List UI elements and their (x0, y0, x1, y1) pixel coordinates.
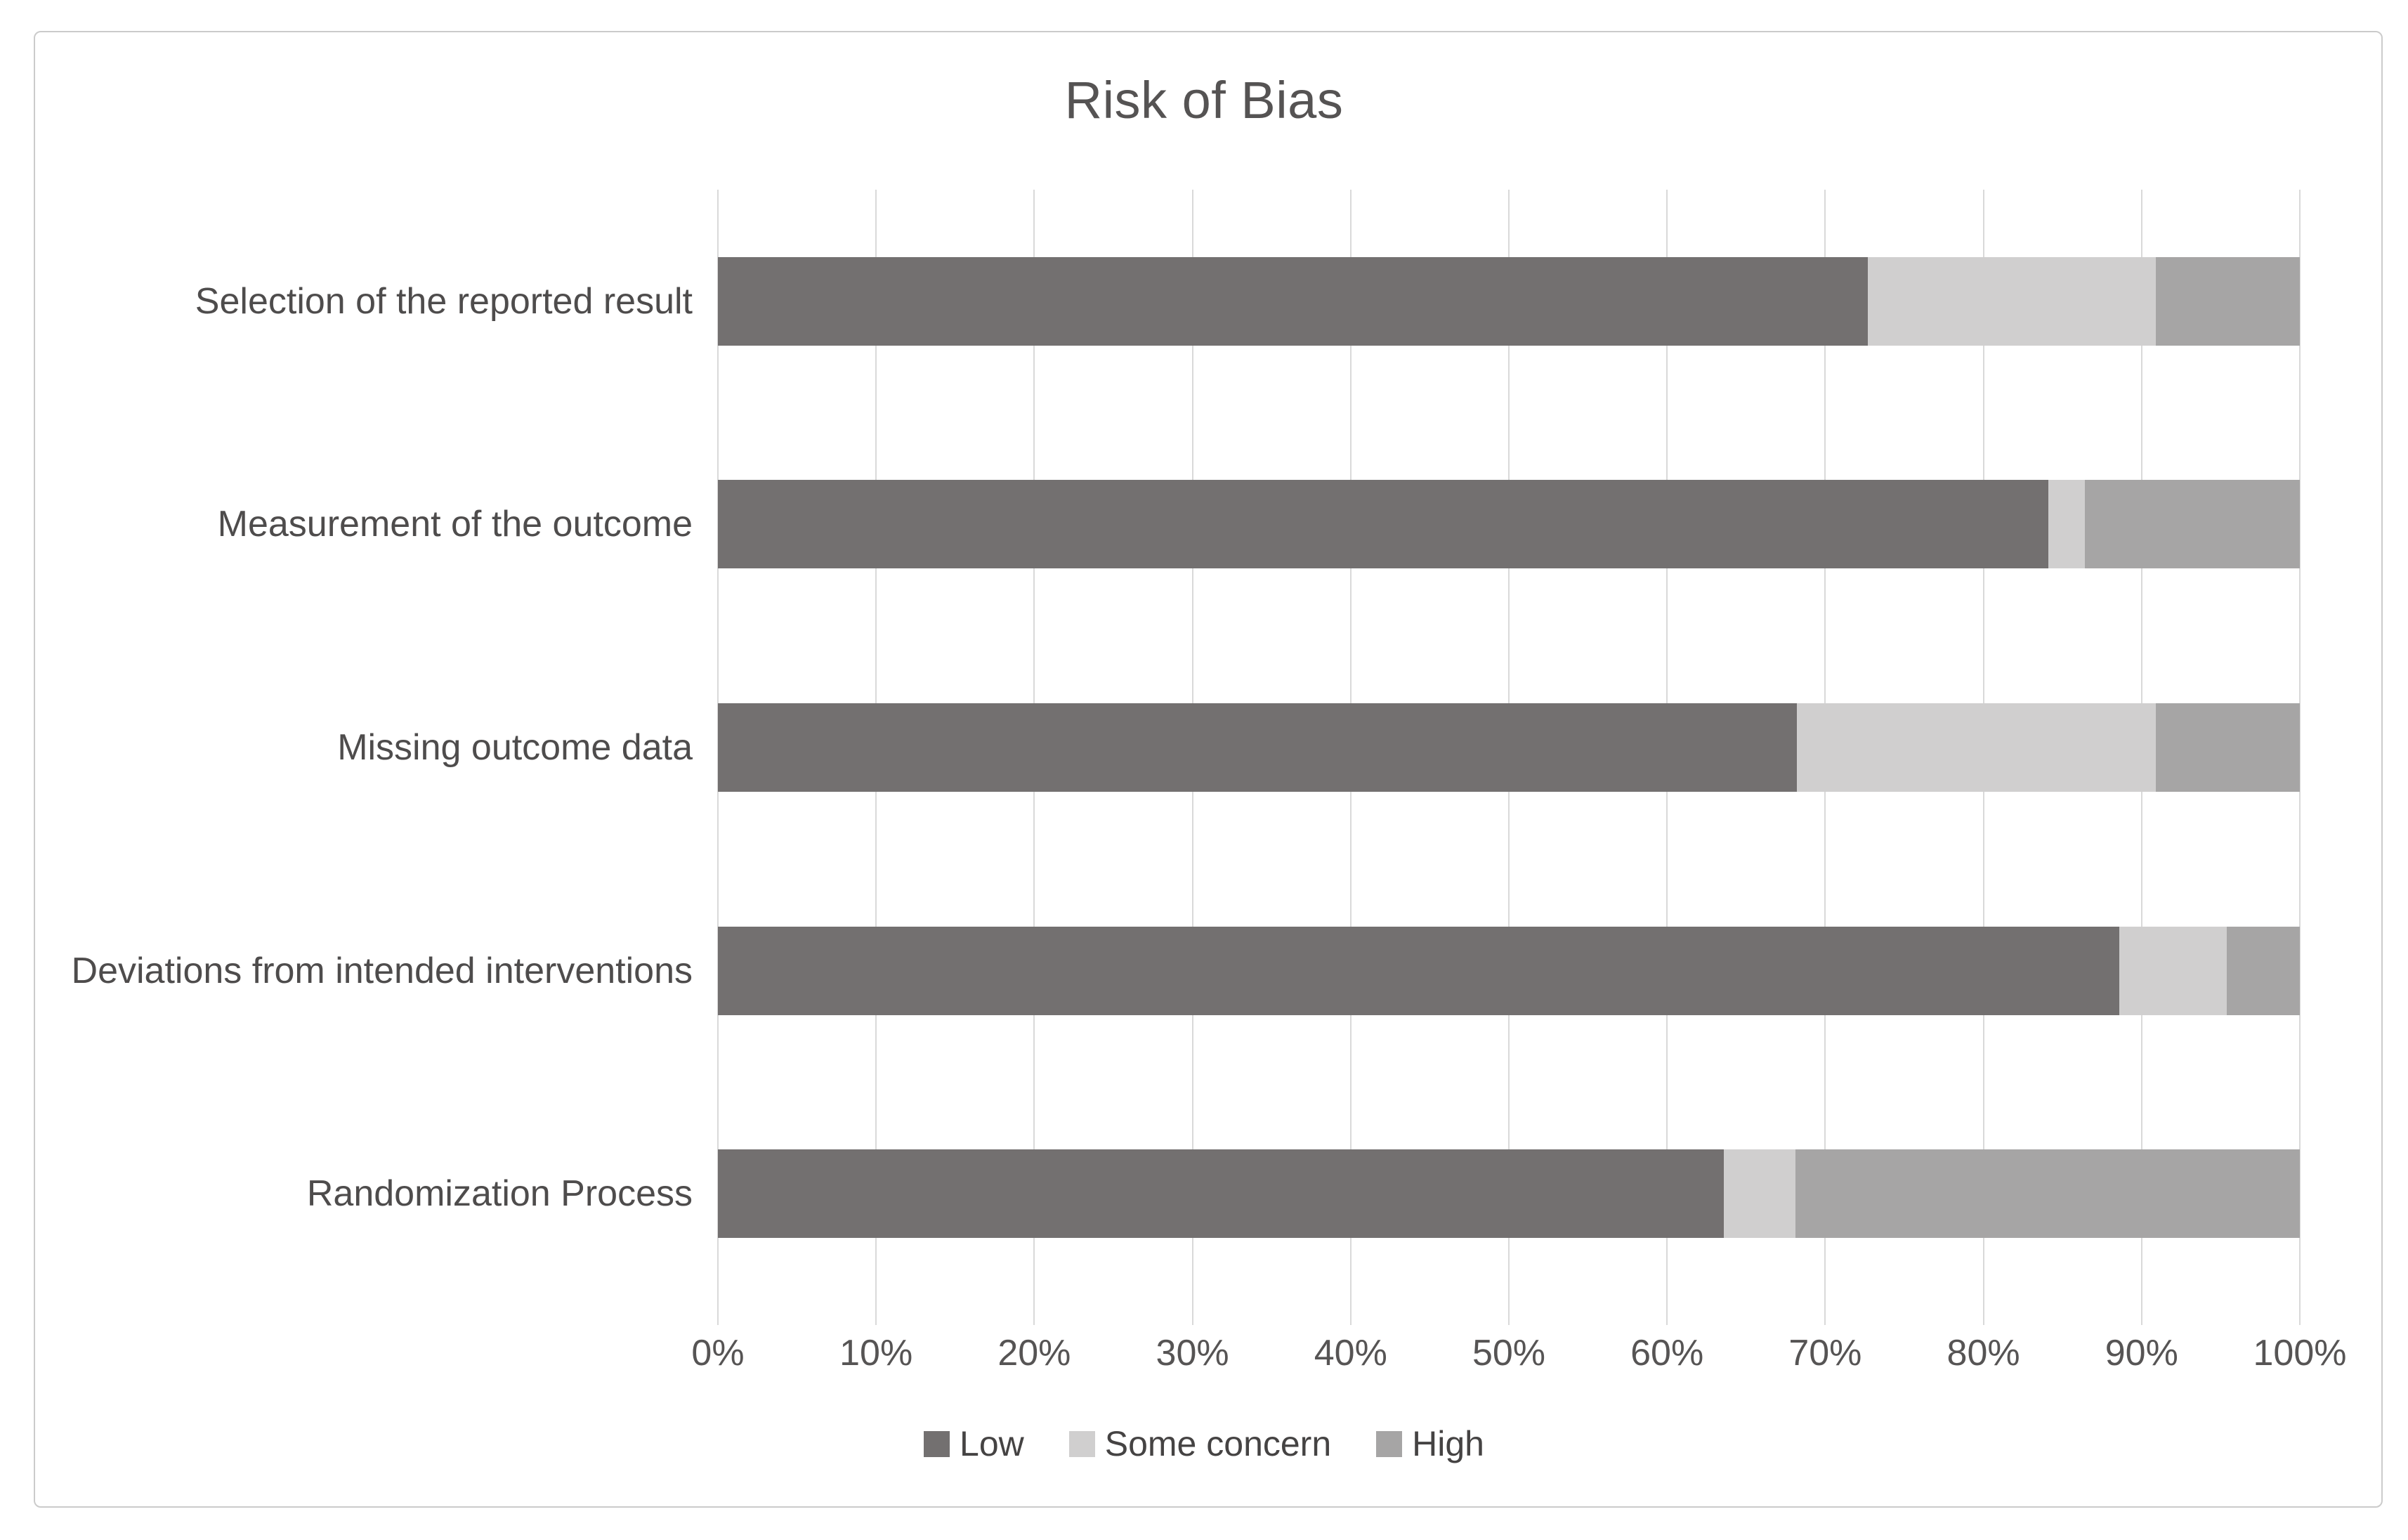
legend-label: Low (960, 1424, 1024, 1463)
bar-row (718, 256, 2300, 346)
bar-segment-high (2156, 256, 2300, 346)
legend-swatch-icon (924, 1430, 950, 1457)
bar-segment-some-concern (2048, 480, 2085, 569)
x-tick-label: 70% (1788, 1333, 1862, 1373)
x-tick-label: 50% (1472, 1333, 1546, 1373)
bar-row (718, 926, 2300, 1015)
legend-item-high: High (1376, 1423, 1484, 1464)
x-tick-label: 0% (691, 1333, 745, 1373)
bar-segment-low (718, 256, 1869, 346)
x-tick-label: 10% (839, 1333, 913, 1373)
category-label: Deviations from intended interventions (71, 950, 693, 991)
x-tick-label: 40% (1314, 1333, 1387, 1373)
legend-item-low: Low (924, 1423, 1024, 1464)
bar-segment-high (2156, 703, 2300, 792)
bar-segment-low (718, 926, 2120, 1015)
legend-label: High (1412, 1424, 1484, 1463)
bar-segment-high (1795, 1149, 2300, 1239)
bar-segment-some-concern (2119, 926, 2227, 1015)
bar-segment-low (718, 480, 2048, 569)
bar-row (718, 703, 2300, 792)
bar-row (718, 1149, 2300, 1239)
bar-segment-high (2084, 480, 2300, 569)
bar-segment-low (718, 1149, 1725, 1239)
category-label: Measurement of the outcome (217, 504, 693, 545)
x-tick-label: 80% (1946, 1333, 2020, 1373)
bar-segment-low (718, 703, 1797, 792)
x-tick-label: 30% (1156, 1333, 1229, 1373)
chart-title: Risk of Bias (1064, 71, 1344, 129)
category-label: Randomization Process (306, 1173, 693, 1215)
x-tick-label: 20% (997, 1333, 1071, 1373)
legend-swatch-icon (1376, 1430, 1403, 1457)
legend-label: Some concern (1104, 1424, 1332, 1463)
legend: Low Some concern High (0, 1423, 2408, 1464)
legend-item-some-concern: Some concern (1068, 1423, 1332, 1464)
bar-segment-some-concern (1796, 703, 2157, 792)
bar-segment-some-concern (1868, 256, 2157, 346)
plot-area (717, 190, 2301, 1325)
x-tick-label: 60% (1630, 1333, 1704, 1373)
category-label: Selection of the reported result (195, 280, 693, 322)
gridline-100% (2299, 190, 2301, 1325)
x-tick-label: 90% (2105, 1333, 2178, 1373)
bar-row (718, 480, 2300, 569)
category-label: Missing outcome data (337, 727, 693, 768)
bar-segment-some-concern (1724, 1149, 1795, 1239)
bar-segment-high (2227, 926, 2300, 1015)
legend-swatch-icon (1068, 1430, 1095, 1457)
x-tick-label: 100% (2253, 1333, 2347, 1373)
